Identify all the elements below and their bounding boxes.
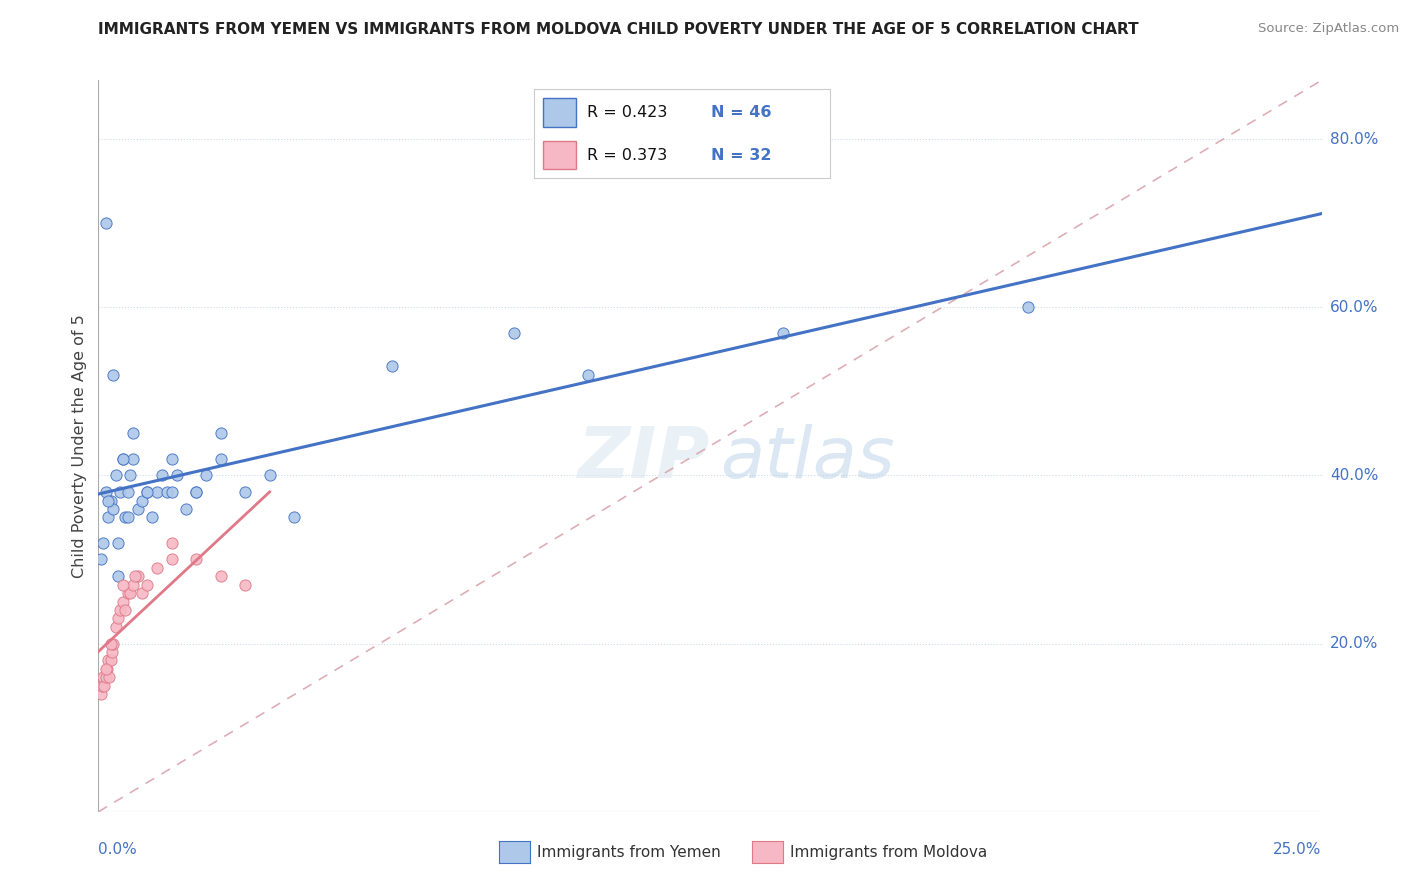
Point: [110, 485, 132, 500]
Point: [107, 569, 129, 583]
Point: [121, 578, 143, 592]
Point: [120, 468, 142, 483]
Point: [91, 670, 114, 684]
Text: Source: ZipAtlas.com: Source: ZipAtlas.com: [1258, 22, 1399, 36]
Point: [576, 368, 599, 382]
Text: 25.0%: 25.0%: [1274, 842, 1322, 857]
Point: [100, 636, 122, 650]
Point: [91, 679, 114, 693]
Point: [90, 552, 112, 566]
Text: ZIP: ZIP: [578, 424, 710, 493]
Point: [104, 620, 127, 634]
Point: [121, 426, 143, 441]
Point: [283, 510, 305, 524]
Point: [117, 586, 139, 600]
Point: [127, 502, 149, 516]
Text: N = 32: N = 32: [711, 148, 772, 162]
Point: [127, 569, 149, 583]
Point: [111, 578, 134, 592]
Text: 0.0%: 0.0%: [98, 842, 138, 857]
Point: [186, 485, 208, 500]
Point: [100, 653, 122, 667]
Point: [107, 611, 129, 625]
Point: [233, 578, 256, 592]
Point: [1017, 300, 1039, 314]
Point: [160, 552, 183, 566]
Point: [186, 485, 208, 500]
Text: atlas: atlas: [720, 424, 894, 493]
Point: [93, 679, 115, 693]
Text: Immigrants from Yemen: Immigrants from Yemen: [537, 846, 721, 860]
Text: R = 0.373: R = 0.373: [588, 148, 668, 162]
Point: [186, 552, 208, 566]
Point: [98, 670, 121, 684]
Text: 80.0%: 80.0%: [1330, 132, 1378, 146]
Point: [131, 586, 153, 600]
Point: [111, 451, 134, 466]
FancyBboxPatch shape: [543, 141, 575, 169]
Point: [111, 451, 134, 466]
Point: [111, 594, 134, 608]
Point: [166, 468, 188, 483]
Point: [101, 636, 124, 650]
Text: 20.0%: 20.0%: [1330, 636, 1378, 651]
Point: [117, 510, 139, 524]
Point: [136, 578, 159, 592]
Point: [90, 687, 112, 701]
Point: [97, 493, 120, 508]
Point: [176, 502, 198, 516]
Point: [120, 586, 142, 600]
Point: [114, 603, 136, 617]
Point: [117, 485, 139, 500]
Point: [156, 485, 179, 500]
Text: R = 0.423: R = 0.423: [588, 105, 668, 120]
Point: [146, 485, 169, 500]
Point: [150, 468, 173, 483]
Text: IMMIGRANTS FROM YEMEN VS IMMIGRANTS FROM MOLDOVA CHILD POVERTY UNDER THE AGE OF : IMMIGRANTS FROM YEMEN VS IMMIGRANTS FROM…: [98, 22, 1139, 37]
Point: [107, 535, 129, 549]
Point: [101, 645, 124, 659]
Point: [160, 535, 183, 549]
Point: [101, 368, 124, 382]
FancyBboxPatch shape: [543, 98, 575, 127]
Point: [136, 485, 159, 500]
Point: [114, 510, 136, 524]
Point: [209, 426, 232, 441]
Point: [94, 670, 117, 684]
Y-axis label: Child Poverty Under the Age of 5: Child Poverty Under the Age of 5: [72, 314, 87, 578]
Point: [259, 468, 281, 483]
Point: [136, 485, 159, 500]
Point: [96, 662, 118, 676]
Point: [100, 493, 122, 508]
Point: [195, 468, 218, 483]
Text: Immigrants from Moldova: Immigrants from Moldova: [790, 846, 987, 860]
Point: [94, 216, 117, 230]
Text: 40.0%: 40.0%: [1330, 468, 1378, 483]
Point: [381, 359, 404, 373]
Point: [160, 451, 183, 466]
Point: [209, 569, 232, 583]
Point: [97, 510, 120, 524]
Point: [146, 561, 169, 575]
Point: [503, 326, 526, 340]
Point: [91, 535, 114, 549]
Point: [94, 662, 117, 676]
Point: [160, 485, 183, 500]
Point: [131, 493, 153, 508]
Point: [141, 510, 163, 524]
Point: [104, 468, 127, 483]
Point: [110, 603, 132, 617]
Point: [97, 653, 120, 667]
Text: N = 46: N = 46: [711, 105, 772, 120]
Point: [233, 485, 256, 500]
Point: [124, 569, 146, 583]
Point: [121, 451, 143, 466]
Point: [209, 451, 232, 466]
Point: [94, 485, 117, 500]
Text: 60.0%: 60.0%: [1330, 300, 1378, 315]
Point: [772, 326, 794, 340]
Point: [101, 502, 124, 516]
